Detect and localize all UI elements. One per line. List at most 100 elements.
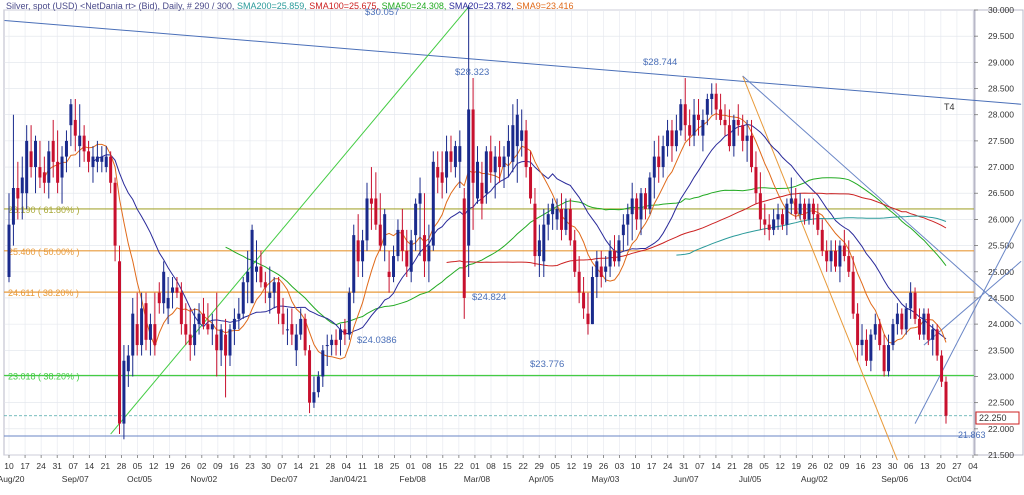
candle-body bbox=[515, 114, 519, 147]
candle-body bbox=[453, 146, 457, 168]
x-month-label: Sep/07 bbox=[62, 474, 89, 484]
candle-body bbox=[613, 250, 617, 262]
candle-body bbox=[246, 271, 250, 283]
x-month-label: Oct/05 bbox=[127, 474, 152, 484]
candle-body bbox=[931, 329, 935, 340]
candle-body bbox=[215, 334, 219, 351]
candle-body bbox=[595, 261, 599, 277]
candle-body bbox=[807, 203, 811, 220]
candle-body bbox=[520, 130, 524, 141]
candle-body bbox=[219, 329, 223, 351]
x-tick-label: 21 bbox=[310, 461, 320, 471]
candle-body bbox=[171, 287, 175, 293]
x-tick-label: 02 bbox=[824, 461, 834, 471]
x-tick-label: 25 bbox=[390, 461, 400, 471]
x-tick-label: 18 bbox=[374, 461, 384, 471]
x-tick-label: 21 bbox=[101, 461, 111, 471]
x-tick-label: 21 bbox=[727, 461, 737, 471]
x-month-label: Aug/02 bbox=[801, 474, 828, 484]
candle-body bbox=[864, 339, 868, 361]
candle-body bbox=[493, 156, 497, 173]
fib-level-label: 26.190 ( 61.80% ) bbox=[8, 205, 80, 215]
candle-body bbox=[798, 203, 802, 215]
candle-body bbox=[7, 224, 11, 277]
x-month-label: Oct/04 bbox=[946, 474, 971, 484]
candle-body bbox=[144, 303, 148, 340]
candle-body bbox=[148, 324, 152, 340]
candle-body bbox=[568, 208, 572, 241]
candle-body bbox=[334, 339, 338, 346]
candle-body bbox=[365, 198, 369, 241]
candle-body bbox=[719, 109, 723, 120]
candle-body bbox=[679, 104, 683, 131]
candle-body bbox=[157, 292, 161, 304]
candle-body bbox=[316, 376, 320, 393]
candle-body bbox=[104, 156, 108, 168]
x-tick-label: 26 bbox=[181, 461, 191, 471]
candle-body bbox=[418, 193, 422, 204]
candle-body bbox=[661, 146, 665, 168]
candle-body bbox=[895, 313, 899, 325]
x-tick-label: 14 bbox=[85, 461, 95, 471]
candle-body bbox=[926, 313, 930, 340]
x-tick-label: 28 bbox=[117, 461, 127, 471]
candle-body bbox=[763, 219, 767, 225]
x-month-label: Nov/02 bbox=[190, 474, 217, 484]
y-tick-label: 22.000 bbox=[988, 424, 1014, 434]
candle-body bbox=[369, 198, 373, 204]
x-month-label: Aug/20 bbox=[0, 474, 25, 484]
candle-body bbox=[188, 334, 192, 346]
candle-body bbox=[153, 324, 157, 346]
candle-body bbox=[250, 229, 254, 304]
candle-body bbox=[944, 381, 948, 416]
y-tick-label: 24.000 bbox=[988, 319, 1014, 329]
x-tick-label: 04 bbox=[342, 461, 352, 471]
x-tick-label: 05 bbox=[551, 461, 561, 471]
candle-body bbox=[449, 151, 453, 162]
x-tick-label: 31 bbox=[679, 461, 689, 471]
candle-body bbox=[347, 292, 351, 335]
candle-body bbox=[166, 297, 170, 309]
price-annotations: $30.057 $28.323 $28.744 $24.0386 $24.824 $23.… bbox=[357, 7, 677, 370]
candle-body bbox=[476, 161, 479, 199]
candle-body bbox=[604, 266, 608, 272]
candle-body bbox=[842, 245, 846, 257]
x-tick-label: 30 bbox=[261, 461, 271, 471]
candle-body bbox=[887, 345, 891, 372]
candle-body bbox=[224, 334, 228, 356]
candle-body bbox=[126, 355, 130, 372]
candle-body bbox=[506, 140, 510, 157]
candle-body bbox=[25, 140, 29, 194]
candle-body bbox=[785, 203, 789, 225]
candle-body bbox=[462, 198, 466, 298]
candle-body bbox=[73, 119, 77, 136]
candle-body bbox=[838, 245, 842, 267]
candlesticks bbox=[7, 4, 948, 440]
price-annotation: $23.776 bbox=[530, 359, 564, 370]
x-tick-label: 09 bbox=[213, 461, 223, 471]
candle-body bbox=[60, 156, 64, 178]
header-segment: SMA50=24.308, bbox=[382, 1, 449, 11]
candle-body bbox=[338, 329, 342, 340]
candle-body bbox=[237, 313, 241, 319]
candle-body bbox=[736, 119, 740, 126]
candle-body bbox=[440, 172, 444, 183]
candle-body bbox=[193, 324, 197, 346]
candle-body bbox=[228, 329, 232, 356]
x-tick-label: 30 bbox=[888, 461, 898, 471]
candle-body bbox=[405, 250, 409, 267]
y-tick-label: 27.000 bbox=[988, 162, 1014, 172]
candle-body bbox=[542, 224, 546, 262]
sma200-line bbox=[676, 215, 947, 256]
candle-body bbox=[701, 119, 705, 136]
x-tick-label: 12 bbox=[149, 461, 159, 471]
x-tick-label: 20 bbox=[936, 461, 946, 471]
x-tick-label: 26 bbox=[599, 461, 609, 471]
x-tick-label: 11 bbox=[358, 461, 367, 471]
candle-body bbox=[639, 193, 643, 220]
candle-body bbox=[374, 198, 378, 225]
x-tick-label: 26 bbox=[808, 461, 818, 471]
candle-body bbox=[657, 156, 661, 168]
y-tick-label: 30.000 bbox=[988, 5, 1014, 15]
candle-body bbox=[904, 308, 908, 330]
